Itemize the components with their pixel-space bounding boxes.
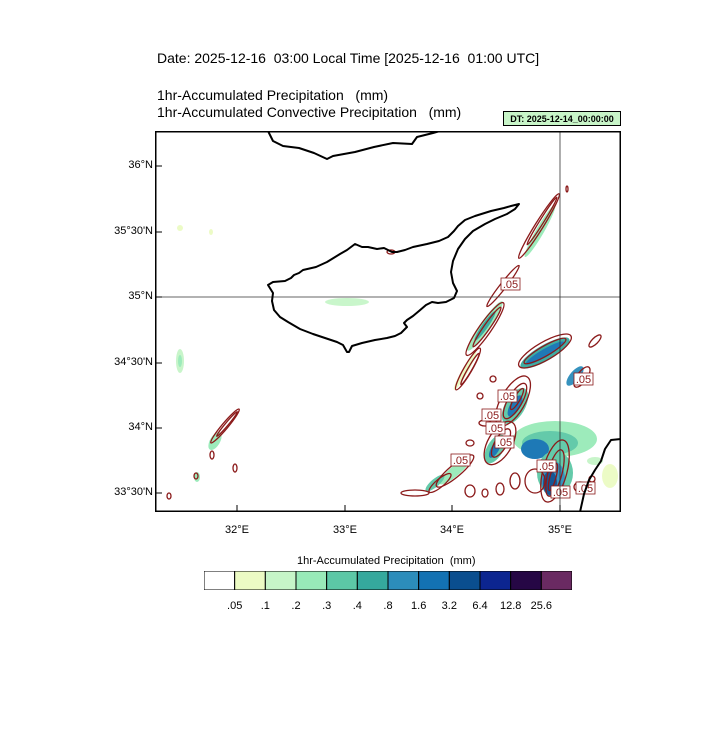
colorbar-label: .05	[227, 600, 243, 612]
contour-labels: .05 .05 .05 .05 .05 .05 .05 .05 .05 .05	[450, 277, 596, 499]
colorbar-label: 25.6	[530, 600, 552, 612]
lat-label-35-30n: 35°30'N	[114, 225, 153, 237]
lon-label-34e: 34°E	[440, 524, 464, 536]
variable-title-convective: 1hr-Accumulated Convective Precipitation…	[157, 104, 462, 120]
colorbar-swatch	[540, 571, 572, 590]
contour-label: .05	[484, 410, 499, 422]
lat-label-36n: 36°N	[128, 159, 153, 171]
colorbar-swatch	[356, 571, 389, 590]
contour-label: .05	[539, 461, 554, 473]
colorbar-label: 12.8	[499, 600, 522, 612]
gridlines	[155, 131, 621, 512]
contour-label: .05	[576, 374, 591, 386]
contour-label: .05	[500, 391, 515, 403]
lat-label-34n: 34°N	[128, 421, 153, 433]
colorbar	[204, 571, 572, 590]
levant-coastline	[579, 438, 621, 512]
colorbar-swatch	[295, 571, 328, 590]
variable-title-precip: 1hr-Accumulated Precipitation (mm)	[157, 87, 389, 103]
contour-label: .05	[488, 423, 503, 435]
colorbar-swatch	[479, 571, 512, 590]
init-time-badge: DT: 2025-12-14_00:00:00	[503, 111, 621, 126]
lat-label-34-30n: 34°30'N	[114, 356, 153, 368]
lon-label-33e: 33°E	[333, 524, 357, 536]
colorbar-label: .1	[260, 600, 270, 612]
axis-ticks	[155, 165, 561, 512]
coastlines	[267, 131, 621, 512]
lon-label-35e: 35°E	[548, 524, 572, 536]
colorbar-swatch	[448, 571, 481, 590]
lat-label-33-30n: 33°30'N	[114, 486, 153, 498]
colorbar-label: .3	[322, 600, 332, 612]
map-frame	[155, 131, 621, 512]
colorbar-swatch	[387, 571, 420, 590]
colorbar-label: 3.2	[441, 600, 457, 612]
colorbar-swatch	[234, 571, 266, 590]
colorbar-swatch	[204, 571, 236, 590]
colorbar-label: .2	[291, 600, 301, 612]
legend-title: 1hr-Accumulated Precipitation (mm)	[297, 555, 476, 567]
colorbar-swatch	[418, 571, 450, 590]
contour-label: .05	[453, 455, 468, 467]
colorbar-label: .4	[352, 600, 362, 612]
colorbar-label: 1.6	[411, 600, 427, 612]
contour-label: .05	[503, 279, 518, 291]
colorbar-label: 6.4	[472, 600, 488, 612]
colorbar-swatch	[510, 571, 542, 590]
date-title: Date: 2025-12-16 03:00 Local Time [2025-…	[157, 50, 540, 66]
colorbar-swatch	[326, 571, 358, 590]
contour-label: .05	[497, 437, 512, 449]
contour-label: .05	[553, 487, 568, 499]
lon-label-32e: 32°E	[225, 524, 249, 536]
turkey-coastline	[267, 131, 441, 160]
cyprus-coastline	[267, 203, 520, 353]
colorbar-swatch	[264, 571, 297, 590]
lat-label-35n: 35°N	[128, 290, 153, 302]
colorbar-label: .8	[383, 600, 393, 612]
precipitation-map: .05 .05 .05 .05 .05 .05 .05 .05 .05 .05	[155, 131, 621, 512]
